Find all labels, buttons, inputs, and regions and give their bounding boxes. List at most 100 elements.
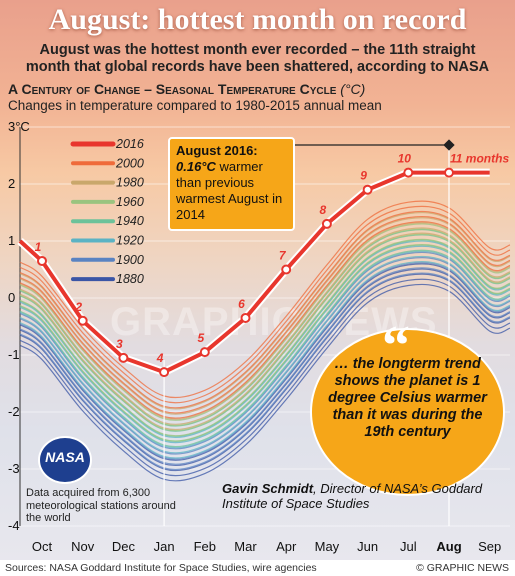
legend-label-1980: 1980 <box>116 176 144 190</box>
series-2016-point <box>240 312 251 323</box>
decade-cycle-line-1960 <box>19 243 511 442</box>
author-name: Gavin Schmidt <box>222 481 314 496</box>
decade-cycle-line-1920 <box>19 240 511 439</box>
chart-title-main: A Century of Change – Seasonal Temperatu… <box>8 81 337 97</box>
y-tick-label: -4 <box>8 518 20 533</box>
decade-cycle-line-1900 <box>19 251 511 450</box>
x-tick-label: Jun <box>357 539 378 554</box>
chart-subtitle: Changes in temperature compared to 1980-… <box>8 98 382 113</box>
nasa-logo-text: NASA <box>45 449 85 465</box>
point-label: 10 <box>398 152 412 166</box>
decade-cycle-line-1960 <box>19 233 511 432</box>
author-title: , Director of NASA’s Goddard Institute o… <box>222 481 483 511</box>
quote-mark-icon: “ <box>382 315 410 377</box>
series-2016-point <box>362 184 373 195</box>
x-tick-label: Dec <box>112 539 136 554</box>
x-tick-label: Apr <box>276 539 297 554</box>
decade-cycle-line-1980 <box>19 211 511 410</box>
decade-cycle-line-1900 <box>19 257 511 455</box>
x-tick-label: Feb <box>194 539 216 554</box>
point-label: 7 <box>279 249 287 263</box>
decade-cycle-line-1880 <box>19 273 511 472</box>
decade-cycle-line-1900 <box>19 272 511 471</box>
x-tick-label: Jul <box>400 539 417 554</box>
point-label: 1 <box>35 240 42 254</box>
quote-author: Gavin Schmidt, Director of NASA’s Goddar… <box>222 481 515 511</box>
decade-cycle-line-1880 <box>19 278 511 477</box>
series-2016-point <box>403 167 414 178</box>
x-tick-label: Nov <box>71 539 95 554</box>
callout-leader-diamond <box>443 139 455 151</box>
legend-label-1940: 1940 <box>116 214 144 228</box>
decade-cycle-line-1960 <box>19 228 511 427</box>
page-subtitle: August was the hottest month ever record… <box>25 42 490 75</box>
point-label: 4 <box>156 351 164 365</box>
decade-cycle-line-1880 <box>19 263 511 461</box>
quote-text: … the longterm trend shows the planet is… <box>328 356 487 440</box>
legend-label-1920: 1920 <box>116 234 144 248</box>
y-tick-label: 3°C <box>8 119 30 134</box>
decade-cycle-line-1900 <box>19 267 511 465</box>
legend-label-2016: 2016 <box>115 137 144 151</box>
sources-text: Sources: NASA Goddard Institute for Spac… <box>5 562 317 574</box>
decade-cycle-line-1960 <box>19 223 511 421</box>
data-note: Data acquired from 6,300 meteorological … <box>26 487 176 524</box>
decade-cycle-line-1880 <box>19 268 511 467</box>
series-2016-point <box>321 218 332 229</box>
decade-cycle-line-1980 <box>19 232 511 431</box>
point-label: 6 <box>238 297 245 311</box>
y-tick-label: 2 <box>8 176 15 191</box>
series-2016-point <box>118 352 129 363</box>
decade-cycle-line-1900 <box>19 262 511 460</box>
decade-cycle-line-1920 <box>19 250 511 449</box>
point-label: 11 months <box>450 152 509 166</box>
x-tick-label: Sep <box>478 539 501 554</box>
quote-bubble <box>310 328 505 496</box>
callout-heading: August 2016: <box>176 143 258 158</box>
x-tick-label: Aug <box>436 539 461 554</box>
legend-label-1960: 1960 <box>116 195 144 209</box>
decade-cycle-line-1920 <box>19 245 511 444</box>
nasa-logo-icon <box>38 436 92 484</box>
point-label: 3 <box>116 337 123 351</box>
point-label: 5 <box>197 331 204 345</box>
credit-text: © GRAPHIC NEWS <box>416 562 509 574</box>
point-label: 8 <box>320 203 327 217</box>
footer: Sources: NASA Goddard Institute for Spac… <box>0 560 515 576</box>
callout-text: warmer than previous warmest August in 2… <box>176 159 283 222</box>
august-callout: August 2016: 0.16°C warmer than previous… <box>168 137 295 231</box>
decade-cycle-line-1920 <box>19 255 511 454</box>
series-2016-point <box>37 255 47 266</box>
legend-label-2000: 2000 <box>115 156 144 170</box>
legend-label-1880: 1880 <box>116 272 144 286</box>
decade-cycle-line-1980 <box>19 227 511 425</box>
point-label: 9 <box>360 169 367 183</box>
x-tick-label: Mar <box>234 539 257 554</box>
series-2016-point <box>281 264 292 275</box>
y-tick-label: -1 <box>8 347 20 362</box>
series-2016-point <box>159 367 170 378</box>
point-label: 2 <box>74 300 82 314</box>
x-tick-label: Jan <box>154 539 175 554</box>
decade-cycle-line-1980 <box>19 222 511 420</box>
decade-cycle-line-2000 <box>19 215 511 414</box>
series-2016-point <box>199 347 210 358</box>
decade-cycle-line-1880 <box>19 283 511 482</box>
decade-cycle-line-1920 <box>19 261 511 459</box>
y-tick-label: -3 <box>8 461 20 476</box>
callout-value: 0.16°C <box>176 159 216 174</box>
legend-label-1900: 1900 <box>116 253 144 267</box>
series-2016-point <box>77 315 88 326</box>
page-title: August: hottest month on record <box>48 3 467 36</box>
decade-cycle-line-1940 <box>19 249 511 448</box>
y-tick-label: 1 <box>8 233 15 248</box>
chart-title: A Century of Change – Seasonal Temperatu… <box>8 81 365 97</box>
decade-cycle-line-1980 <box>19 217 511 415</box>
chart-title-unit: (°C) <box>340 81 366 97</box>
x-tick-label: Oct <box>32 539 53 554</box>
decade-cycle-line-2000 <box>19 205 511 404</box>
decade-cycle-line-2000 <box>19 200 511 399</box>
y-tick-label: 0 <box>8 290 15 305</box>
decade-cycle-line-1960 <box>19 238 511 437</box>
